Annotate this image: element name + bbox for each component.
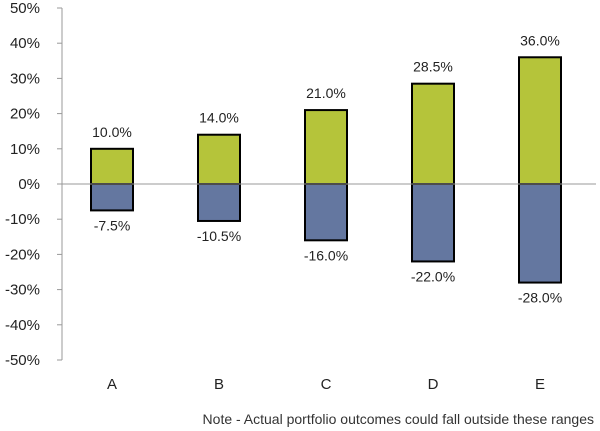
upside-bar-C — [304, 109, 348, 185]
y-tick-label: -50% — [5, 352, 40, 369]
category-label-C: C — [321, 376, 332, 393]
y-tick-label: 10% — [10, 141, 40, 158]
downside-label-A: -7.5% — [94, 217, 131, 233]
y-tick-label: 20% — [10, 106, 40, 123]
downside-label-D: -22.0% — [411, 268, 455, 284]
upside-label-C: 21.0% — [306, 85, 346, 101]
y-axis: 50% 40% 30% 20% 10% 0% -10% -20% -30% -40% -50% — [5, 0, 63, 369]
chart-note: Note - Actual portfolio outcomes could f… — [202, 411, 594, 427]
upside-label-D: 28.5% — [413, 59, 453, 75]
category-label-B: B — [214, 376, 224, 393]
downside-bar-D — [411, 183, 455, 263]
downside-bar-C — [304, 183, 348, 242]
upside-bar-A — [90, 147, 134, 186]
x-axis: A B C D E — [62, 183, 596, 393]
data-labels: 10.0% -7.5% 14.0% -10.5% 21.0% -16.0% 28.5% -22… — [92, 32, 562, 305]
upside-bar-E — [518, 56, 562, 185]
upside-label-E: 36.0% — [520, 32, 560, 48]
downside-label-C: -16.0% — [304, 247, 348, 263]
downside-label-E: -28.0% — [518, 290, 562, 306]
downside-label-B: -10.5% — [197, 228, 241, 244]
category-label-E: E — [535, 376, 545, 393]
category-label-A: A — [107, 376, 117, 393]
y-tick-label: 40% — [10, 35, 40, 52]
upside-label-B: 14.0% — [199, 110, 239, 126]
downside-bar-B — [197, 183, 241, 222]
y-tick-label: 30% — [10, 70, 40, 87]
y-tick-label: 50% — [10, 0, 40, 17]
y-tick-label: 0% — [18, 176, 40, 193]
downside-bar-E — [518, 183, 562, 284]
upside-bar-D — [411, 82, 455, 185]
category-label-D: D — [428, 376, 439, 393]
y-tick-label: -10% — [5, 211, 40, 228]
y-tick-label: -20% — [5, 246, 40, 263]
upside-bar-B — [197, 133, 241, 185]
bars — [90, 56, 562, 284]
y-tick-label: -30% — [5, 282, 40, 299]
downside-bar-A — [90, 183, 134, 212]
y-tick-label: -40% — [5, 317, 40, 334]
upside-label-A: 10.0% — [92, 124, 132, 140]
